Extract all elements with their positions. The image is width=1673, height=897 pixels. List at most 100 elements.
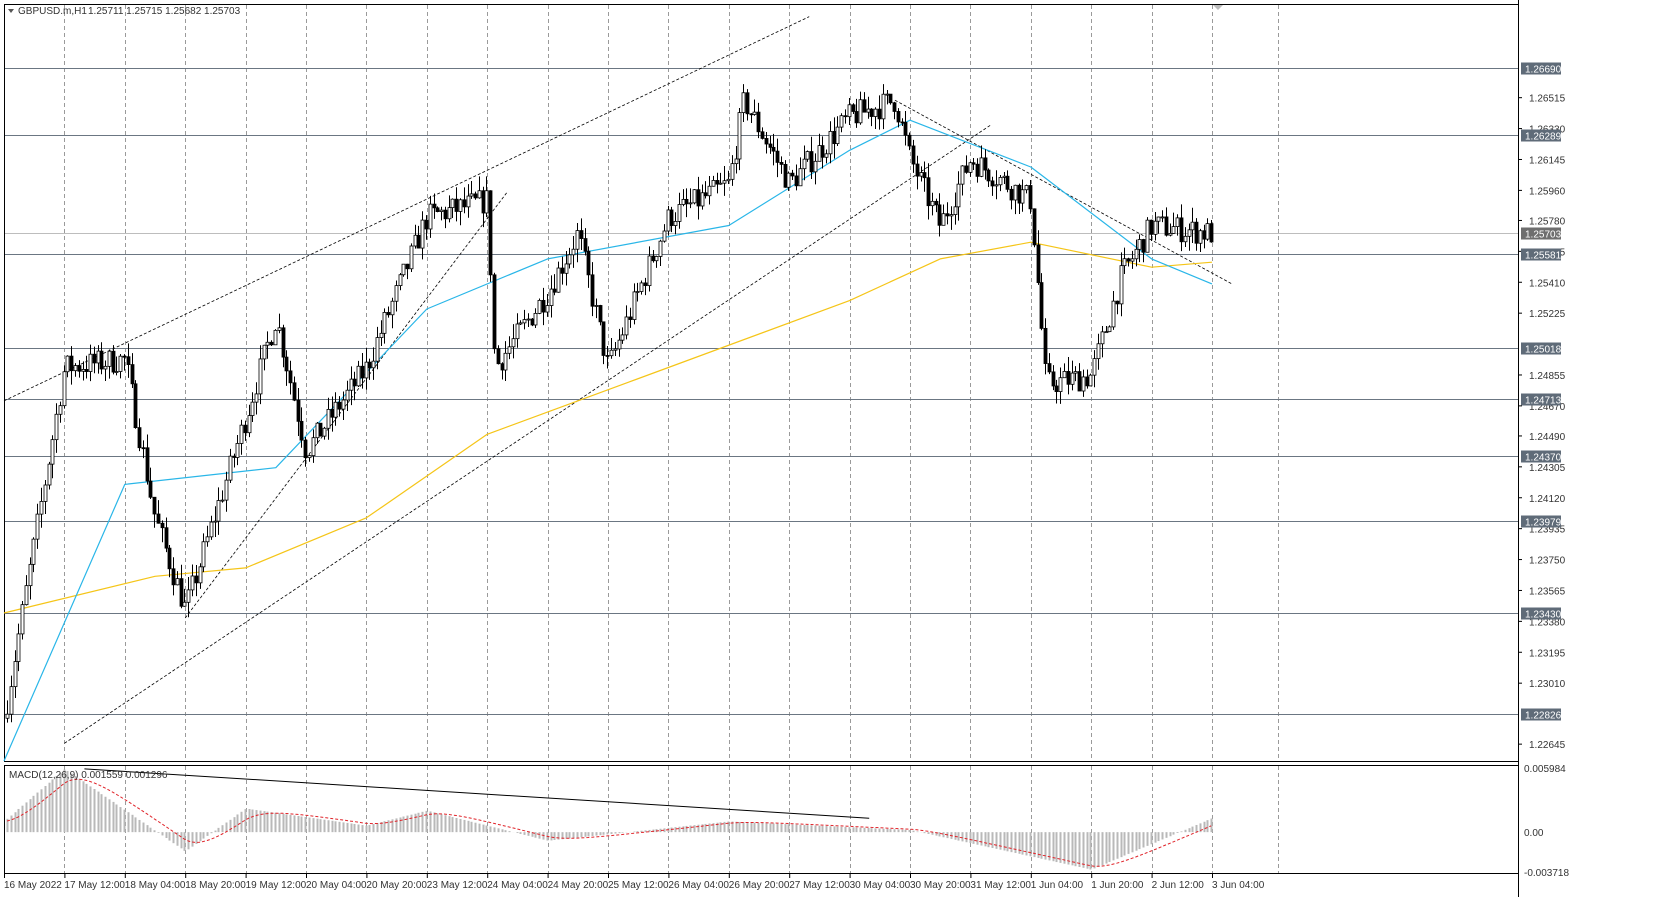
time-tick-label: 27 May 12:00 <box>789 880 850 891</box>
level-label-box <box>1521 607 1561 620</box>
time-tick-label: 1 Jun 20:00 <box>1091 880 1144 891</box>
candle-body <box>1141 239 1146 253</box>
candle-body <box>1119 265 1124 305</box>
candle-body <box>911 145 916 165</box>
candle-body <box>922 172 927 179</box>
candle-body <box>28 563 33 587</box>
candle-body <box>888 93 893 104</box>
time-tick-label: 24 May 20:00 <box>548 880 609 891</box>
candle-body <box>428 203 433 230</box>
candle-body <box>152 496 157 515</box>
candle-body <box>31 538 36 565</box>
ma-fast-path <box>3 119 1213 762</box>
candle-body <box>979 157 984 177</box>
candle-body <box>1190 221 1195 231</box>
candle-body <box>386 312 391 316</box>
candle-body <box>1122 258 1127 267</box>
vertical-grid <box>64 5 1279 873</box>
candlesticks <box>5 84 1214 723</box>
candle-body <box>43 484 48 502</box>
time-tick-label: 16 May 2022 <box>4 880 62 891</box>
candle-body <box>262 344 267 360</box>
candle-body <box>586 250 591 276</box>
candle-body <box>337 401 342 410</box>
time-tick-label: 26 May 20:00 <box>729 880 790 891</box>
candle-body <box>658 240 663 257</box>
candle-body <box>420 219 425 249</box>
candle-body <box>145 447 150 482</box>
time-tick-label: 23 May 12:00 <box>427 880 488 891</box>
candle-body <box>107 350 112 367</box>
candle-body <box>247 415 252 434</box>
level-label-box <box>1521 450 1561 463</box>
candle-body <box>839 115 844 128</box>
candle-body <box>526 318 531 321</box>
candle-body <box>171 568 176 586</box>
candle-body <box>20 604 25 635</box>
level-label: 1.26690 <box>1525 65 1562 76</box>
time-tick-label: 1 Jun 04:00 <box>1031 880 1084 891</box>
candle-body <box>975 163 980 177</box>
candle-body <box>99 350 104 370</box>
candle-body <box>1024 185 1029 191</box>
candle-body <box>707 185 712 197</box>
candle-body <box>1066 371 1071 385</box>
candle-body <box>488 190 493 276</box>
candle-body <box>398 274 403 287</box>
candle-body <box>907 134 912 147</box>
candle-body <box>1168 233 1173 236</box>
candle-body <box>601 321 606 356</box>
candle-body <box>473 193 478 199</box>
price-tick-label: 1.23750 <box>1529 556 1566 567</box>
level-label-box <box>1521 393 1561 406</box>
dropdown-arrow-icon[interactable] <box>8 9 14 13</box>
candle-body <box>571 248 576 256</box>
scroll-shift-marker-icon[interactable] <box>1213 5 1223 10</box>
candle-body <box>1137 239 1142 250</box>
channel-line <box>64 124 991 744</box>
candle-body <box>182 601 187 607</box>
candle-body <box>934 200 939 206</box>
candle-body <box>1164 216 1169 236</box>
candle-body <box>949 214 954 217</box>
candle-body <box>371 360 376 369</box>
candle-body <box>854 111 859 124</box>
candle-body <box>254 393 259 403</box>
macd-tick-label: 0.005984 <box>1524 764 1566 775</box>
macd-signal-line <box>6 778 1212 867</box>
candle-body <box>877 108 882 120</box>
candle-body <box>798 168 803 187</box>
candle-body <box>318 422 323 437</box>
candle-body <box>284 356 289 372</box>
ma-slow-path <box>3 241 1213 614</box>
candle-body <box>401 263 406 276</box>
price-tick-label: 1.26145 <box>1529 155 1566 166</box>
candle-body <box>926 177 931 207</box>
candle-body <box>96 350 101 364</box>
candle-body <box>220 499 225 502</box>
candle-body <box>900 121 905 124</box>
candle-body <box>69 355 74 372</box>
candle-body <box>953 206 958 215</box>
current-price-label: 1.25703 <box>1525 230 1562 241</box>
candle-body <box>775 150 780 163</box>
candle-body <box>533 312 538 326</box>
macd-axis-ticks: 0.005984 0.00 -0.003718 <box>1524 764 1569 879</box>
candle-body <box>1020 189 1025 204</box>
candle-body <box>684 198 689 205</box>
candle-body <box>549 288 554 306</box>
candle-body <box>1081 376 1086 392</box>
candle-body <box>1005 175 1010 190</box>
candle-body <box>1187 229 1192 237</box>
level-label-box <box>1521 248 1561 261</box>
candle-body <box>435 207 440 212</box>
candle-body <box>1051 371 1056 387</box>
candle-body <box>994 184 999 187</box>
price-tick-label: 1.22645 <box>1529 740 1566 751</box>
candle-body <box>201 541 206 568</box>
candle-body <box>216 500 221 522</box>
candle-body <box>198 566 203 584</box>
candle-body <box>258 358 263 395</box>
candle-body <box>54 413 59 441</box>
